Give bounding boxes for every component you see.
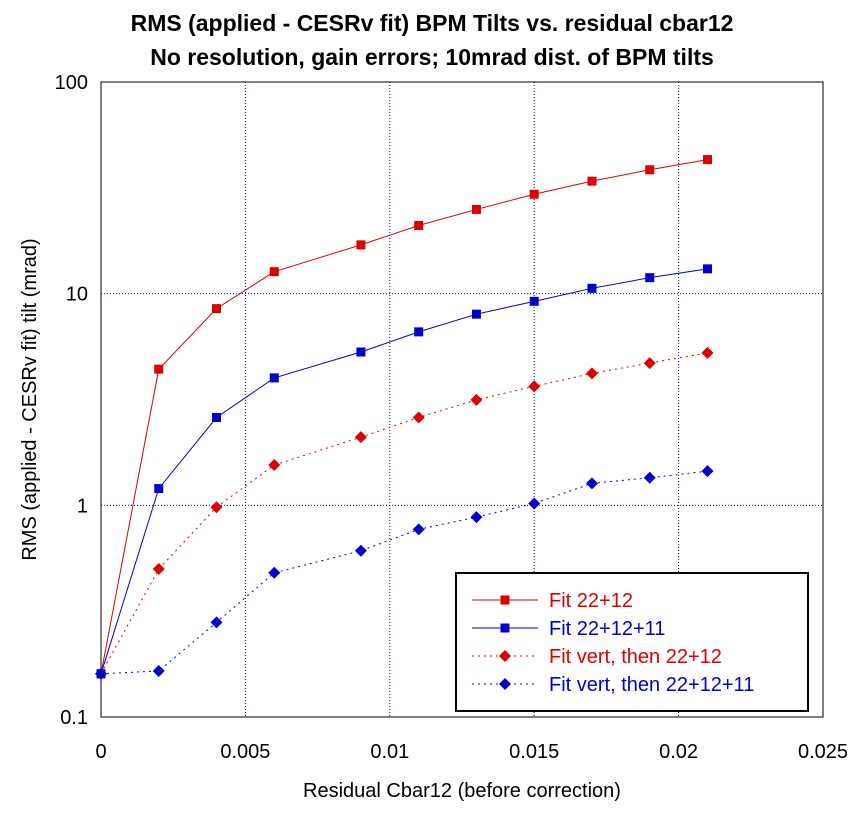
data-point-series-3 — [585, 367, 598, 380]
data-point-series-4 — [152, 664, 165, 677]
data-point-series-2 — [529, 296, 539, 306]
data-point-series-4 — [210, 616, 223, 629]
data-point-series-2 — [414, 327, 424, 337]
x-tick-label: 0.02 — [659, 741, 698, 763]
legend-label: Fit vert, then 22+12 — [549, 646, 722, 668]
legend-label: Fit 22+12+11 — [549, 618, 665, 640]
x-tick-label: 0 — [95, 741, 106, 763]
data-point-series-2 — [471, 309, 481, 319]
data-point-series-2 — [702, 264, 712, 274]
data-point-series-1 — [269, 267, 279, 277]
legend-marker — [500, 623, 510, 633]
data-point-series-1 — [414, 220, 424, 230]
data-point-series-1 — [645, 165, 655, 175]
data-point-series-2 — [587, 283, 597, 293]
data-point-series-2 — [356, 347, 366, 357]
legend-marker — [500, 595, 510, 605]
data-point-series-4 — [528, 497, 541, 510]
series-markers — [95, 155, 714, 680]
data-point-series-4 — [95, 667, 107, 680]
legend-marker — [499, 678, 511, 690]
x-axis-label: Residual Cbar12 (before correction) — [303, 780, 621, 802]
data-point-series-3 — [643, 357, 656, 370]
data-point-series-3 — [412, 411, 425, 424]
data-point-series-3 — [528, 380, 541, 393]
legend-box — [455, 572, 809, 712]
data-point-series-3 — [210, 501, 223, 514]
data-point-series-3 — [701, 346, 714, 359]
data-point-series-4 — [470, 511, 483, 524]
data-point-series-2 — [269, 373, 279, 383]
data-point-series-2 — [645, 273, 655, 283]
chart-subtitle: No resolution, gain errors; 10mrad dist.… — [150, 44, 714, 70]
y-tick-label: 100 — [55, 72, 88, 94]
data-point-series-3 — [354, 431, 367, 444]
data-point-series-3 — [470, 393, 483, 406]
data-point-series-4 — [412, 523, 425, 536]
data-point-series-2 — [212, 412, 222, 422]
data-point-series-4 — [585, 477, 598, 490]
data-point-series-1 — [471, 204, 481, 214]
y-tick-label: 0.1 — [60, 707, 88, 729]
chart-title: RMS (applied - CESRv fit) BPM Tilts vs. … — [130, 10, 734, 36]
plot-area-frame — [100, 81, 824, 718]
data-point-series-3 — [152, 563, 165, 576]
data-point-series-1 — [702, 155, 712, 165]
legend: Fit 22+12 Fit 22+12+11 Fit vert, then 22+1… — [455, 572, 809, 712]
data-point-series-1 — [154, 364, 164, 374]
data-point-series-4 — [354, 544, 367, 557]
data-point-series-1 — [212, 304, 222, 314]
x-tick-label: 0.01 — [370, 741, 409, 763]
y-tick-label: 10 — [66, 284, 88, 306]
x-tick-label: 0.015 — [509, 741, 559, 763]
grid-lines — [101, 82, 823, 717]
x-tick-labels: 0 0.005 0.01 0.015 0.02 0.025 — [95, 741, 848, 763]
data-point-series-1 — [587, 176, 597, 186]
data-point-series-4 — [643, 471, 656, 484]
data-point-series-1 — [356, 240, 366, 250]
legend-label: Fit 22+12 — [549, 590, 633, 612]
data-point-series-4 — [701, 465, 714, 478]
y-axis-label: RMS (applied - CESRv fit) tilt (mrad) — [19, 238, 41, 560]
data-point-series-1 — [529, 189, 539, 199]
x-tick-label: 0.025 — [798, 741, 848, 763]
data-point-series-3 — [268, 459, 281, 472]
legend-label: Fit vert, then 22+12+11 — [549, 674, 754, 696]
data-point-series-4 — [268, 566, 281, 579]
y-tick-labels: 0.1 1 10 100 — [55, 72, 88, 729]
x-tick-label: 0.005 — [220, 741, 270, 763]
data-point-series-2 — [154, 484, 164, 494]
legend-marker — [499, 650, 511, 662]
y-tick-label: 1 — [77, 495, 88, 517]
